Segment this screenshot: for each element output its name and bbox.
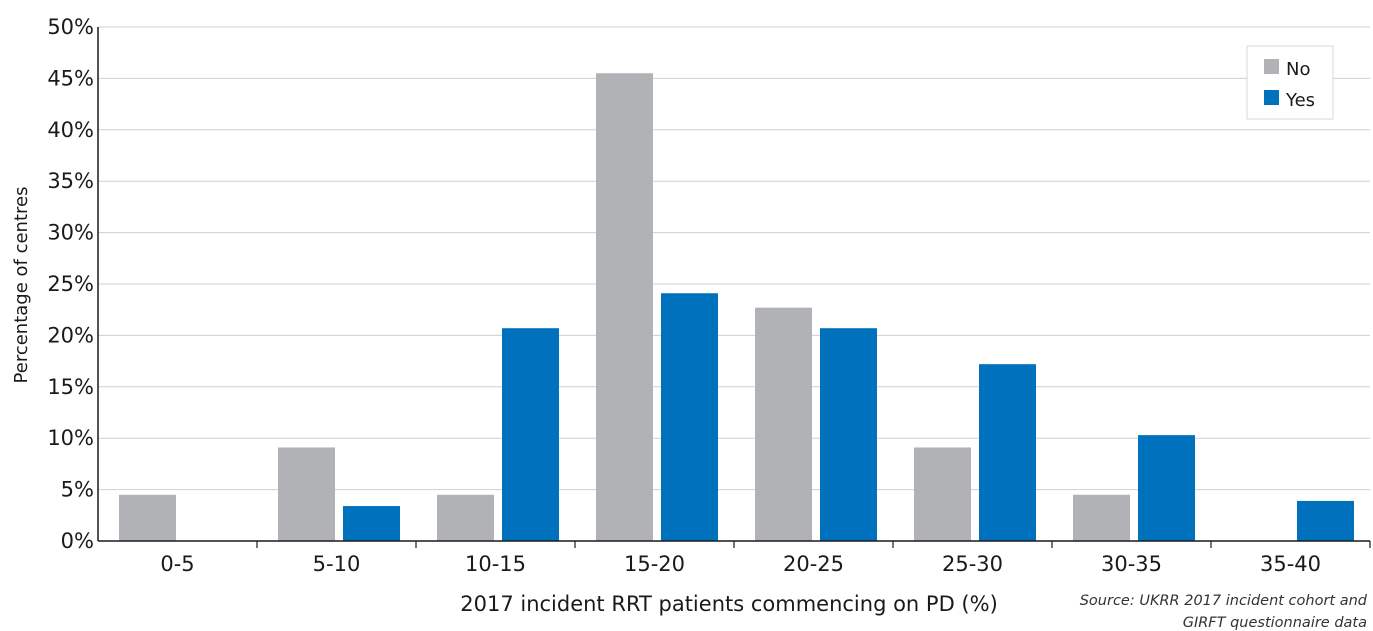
source-note-line-1: Source: UKRR 2017 incident cohort and [1080, 593, 1368, 609]
x-axis-title: 2017 incident RRT patients commencing on… [460, 592, 998, 616]
y-axis-tick-labels: 0% 5% 10% 15% 20% 25% 30% 35% 40% 45% 50% [47, 15, 94, 553]
x-tick-label: 0-5 [160, 552, 194, 576]
bar-no-15-20 [596, 73, 653, 541]
bar-no-25-30 [914, 447, 971, 541]
gridlines [98, 26, 1370, 491]
legend-swatch-yes [1264, 90, 1279, 105]
y-tick-label: 30% [47, 221, 94, 245]
y-axis-title: Percentage of centres [11, 187, 32, 384]
bar-yes-20-25 [820, 328, 877, 541]
source-note-line-2: GIRFT questionnaire data [1183, 615, 1367, 631]
x-axis-tick-labels: 0-5 5-10 10-15 15-20 20-25 25-30 30-35 35-40 [160, 552, 1321, 576]
legend: No Yes [1246, 45, 1334, 120]
y-tick-label: 45% [47, 66, 94, 90]
y-tick-label: 50% [47, 15, 94, 39]
legend-swatch-no [1264, 59, 1279, 74]
y-tick-label: 5% [61, 478, 94, 502]
y-tick-label: 20% [47, 323, 94, 347]
bar-no-5-10 [278, 447, 335, 541]
y-tick-label: 0% [61, 529, 94, 553]
bar-yes-10-15 [502, 328, 559, 541]
bar-yes-30-35 [1138, 435, 1195, 541]
legend-label-no: No [1286, 59, 1310, 80]
bar-yes-25-30 [979, 364, 1036, 541]
y-tick-label: 35% [47, 169, 94, 193]
bars [119, 73, 1354, 541]
bar-no-30-35 [1073, 494, 1130, 541]
x-tick-label: 10-15 [465, 552, 526, 576]
bar-yes-35-40 [1297, 500, 1354, 541]
bar-no-10-15 [437, 494, 494, 541]
x-tick-label: 30-35 [1101, 552, 1162, 576]
x-tick-label: 15-20 [624, 552, 685, 576]
bar-yes-15-20 [661, 293, 718, 541]
bar-no-20-25 [755, 307, 812, 541]
y-tick-label: 40% [47, 118, 94, 142]
x-tick-label: 5-10 [313, 552, 361, 576]
x-tick-label: 20-25 [783, 552, 844, 576]
x-axis-tick-marks [256, 541, 1371, 548]
y-tick-label: 10% [47, 426, 94, 450]
legend-box [1246, 45, 1334, 120]
x-tick-label: 35-40 [1260, 552, 1321, 576]
y-tick-label: 25% [47, 272, 94, 296]
x-tick-label: 25-30 [942, 552, 1003, 576]
y-tick-label: 15% [47, 375, 94, 399]
legend-label-yes: Yes [1285, 90, 1315, 111]
bar-no-0-5 [119, 494, 176, 541]
bar-yes-5-10 [343, 506, 400, 541]
